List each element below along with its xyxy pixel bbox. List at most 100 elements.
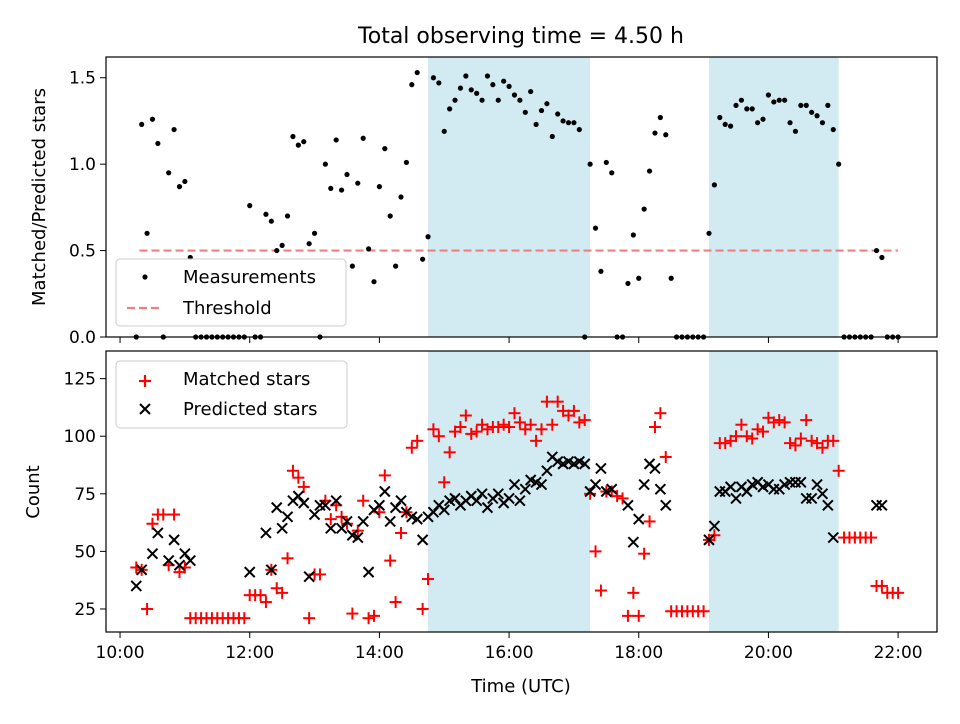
measurement-point xyxy=(836,161,842,167)
measurement-point xyxy=(738,97,745,103)
measurement-point xyxy=(711,182,717,188)
predicted-star-point xyxy=(724,481,737,493)
predicted-star-point xyxy=(805,492,818,505)
predicted-star-point xyxy=(449,492,461,505)
predicted-star-point xyxy=(730,492,742,505)
measurement-point xyxy=(376,184,382,190)
measurement-point xyxy=(311,230,318,236)
predicted-star-point xyxy=(173,559,186,571)
matched-star-point xyxy=(367,609,380,622)
matched-star-point xyxy=(827,434,840,447)
measurement-point xyxy=(441,128,447,134)
predicted-star-point xyxy=(314,499,326,512)
top-legend: Measurements Threshold xyxy=(115,258,347,327)
measurement-point xyxy=(155,140,161,147)
x-tick-label: 20:00 xyxy=(744,643,793,663)
measurement-point xyxy=(247,203,253,209)
matched-star-point xyxy=(643,515,656,528)
measurement-point xyxy=(274,247,280,254)
measurement-point xyxy=(328,185,334,191)
y-tick-label: 1.0 xyxy=(69,155,96,175)
predicted-star-point xyxy=(411,513,423,525)
measurement-point xyxy=(879,254,885,261)
measurement-point xyxy=(571,120,577,126)
measurement-point xyxy=(420,256,426,262)
measurement-point xyxy=(636,275,642,281)
matched-star-point xyxy=(784,437,797,450)
measurement-point xyxy=(819,120,826,126)
measurement-point xyxy=(182,178,188,185)
matched-star-point xyxy=(573,416,586,429)
predicted-star-point xyxy=(379,485,391,498)
matched-star-point xyxy=(503,421,516,434)
measurement-point xyxy=(544,101,550,107)
matched-star-point xyxy=(238,612,251,625)
matched-star-point xyxy=(513,416,526,429)
measurement-point xyxy=(549,133,555,140)
predicted-star-point xyxy=(703,534,715,546)
measurement-point xyxy=(755,120,761,126)
measurement-point xyxy=(603,159,609,166)
predicted-star-point xyxy=(541,465,553,477)
measurement-point xyxy=(166,170,172,176)
predicted-star-point xyxy=(319,499,332,512)
matched-star-point xyxy=(546,418,559,431)
predicted-star-point xyxy=(476,488,488,500)
matched-star-point xyxy=(632,609,645,622)
measurement-point xyxy=(349,263,355,269)
matched-star-point xyxy=(540,395,553,408)
predicted-star-point xyxy=(135,564,148,576)
measurement-point xyxy=(814,113,820,119)
bottom-y-ticks: 25 50 75 100 125 xyxy=(64,370,106,620)
x-tick-label: 22:00 xyxy=(874,643,923,663)
measurement-point xyxy=(528,88,534,95)
bottom-y-axis-label: Count xyxy=(23,465,44,518)
predicted-star-point xyxy=(622,499,634,512)
top-x-tick-marks xyxy=(119,337,899,343)
matched-star-point xyxy=(584,487,597,500)
predicted-star-point xyxy=(654,483,667,495)
top-y-axis-label: Matched/Predicted stars xyxy=(29,88,50,306)
matched-star-point xyxy=(611,490,624,503)
y-tick-label: 1.5 xyxy=(69,69,96,89)
top-y-ticks: 0.0 0.5 1.0 1.5 xyxy=(69,69,106,348)
matched-star-point xyxy=(340,517,353,530)
measurement-point xyxy=(565,120,572,126)
matched-star-point xyxy=(530,434,543,447)
predicted-star-point xyxy=(633,513,645,525)
measurement-point xyxy=(371,279,377,285)
matched-star-point xyxy=(767,416,780,429)
predicted-star-point xyxy=(389,501,402,514)
matched-star-point xyxy=(892,586,905,599)
measurement-point xyxy=(284,213,291,219)
predicted-star-point xyxy=(627,536,640,548)
predicted-star-point xyxy=(303,571,315,583)
matched-star-point xyxy=(735,418,748,431)
measurement-point xyxy=(749,106,755,112)
matched-star-point xyxy=(324,513,337,526)
legend-matched-label: Matched stars xyxy=(183,369,310,390)
matched-star-point xyxy=(800,414,813,427)
bottom-observing-bands xyxy=(428,351,839,632)
predicted-star-point xyxy=(584,485,596,498)
count-points xyxy=(130,395,905,625)
measurement-point xyxy=(447,106,453,112)
predicted-star-point xyxy=(811,478,823,491)
predicted-star-point xyxy=(438,504,450,516)
measurement-point xyxy=(414,69,420,76)
predicted-star-point xyxy=(508,478,521,491)
observing-window-band xyxy=(428,351,591,632)
matched-star-point xyxy=(638,547,651,560)
predicted-star-point xyxy=(606,483,618,495)
predicted-star-point xyxy=(352,531,364,544)
matched-star-point xyxy=(259,596,272,609)
measurement-point xyxy=(728,123,734,129)
matched-star-point xyxy=(168,508,181,521)
matched-star-point xyxy=(422,573,435,586)
predicted-star-point xyxy=(870,499,883,512)
measurement-point xyxy=(733,102,739,108)
measurement-point xyxy=(722,121,728,128)
matched-star-point xyxy=(351,524,364,537)
matched-star-point xyxy=(789,439,802,452)
